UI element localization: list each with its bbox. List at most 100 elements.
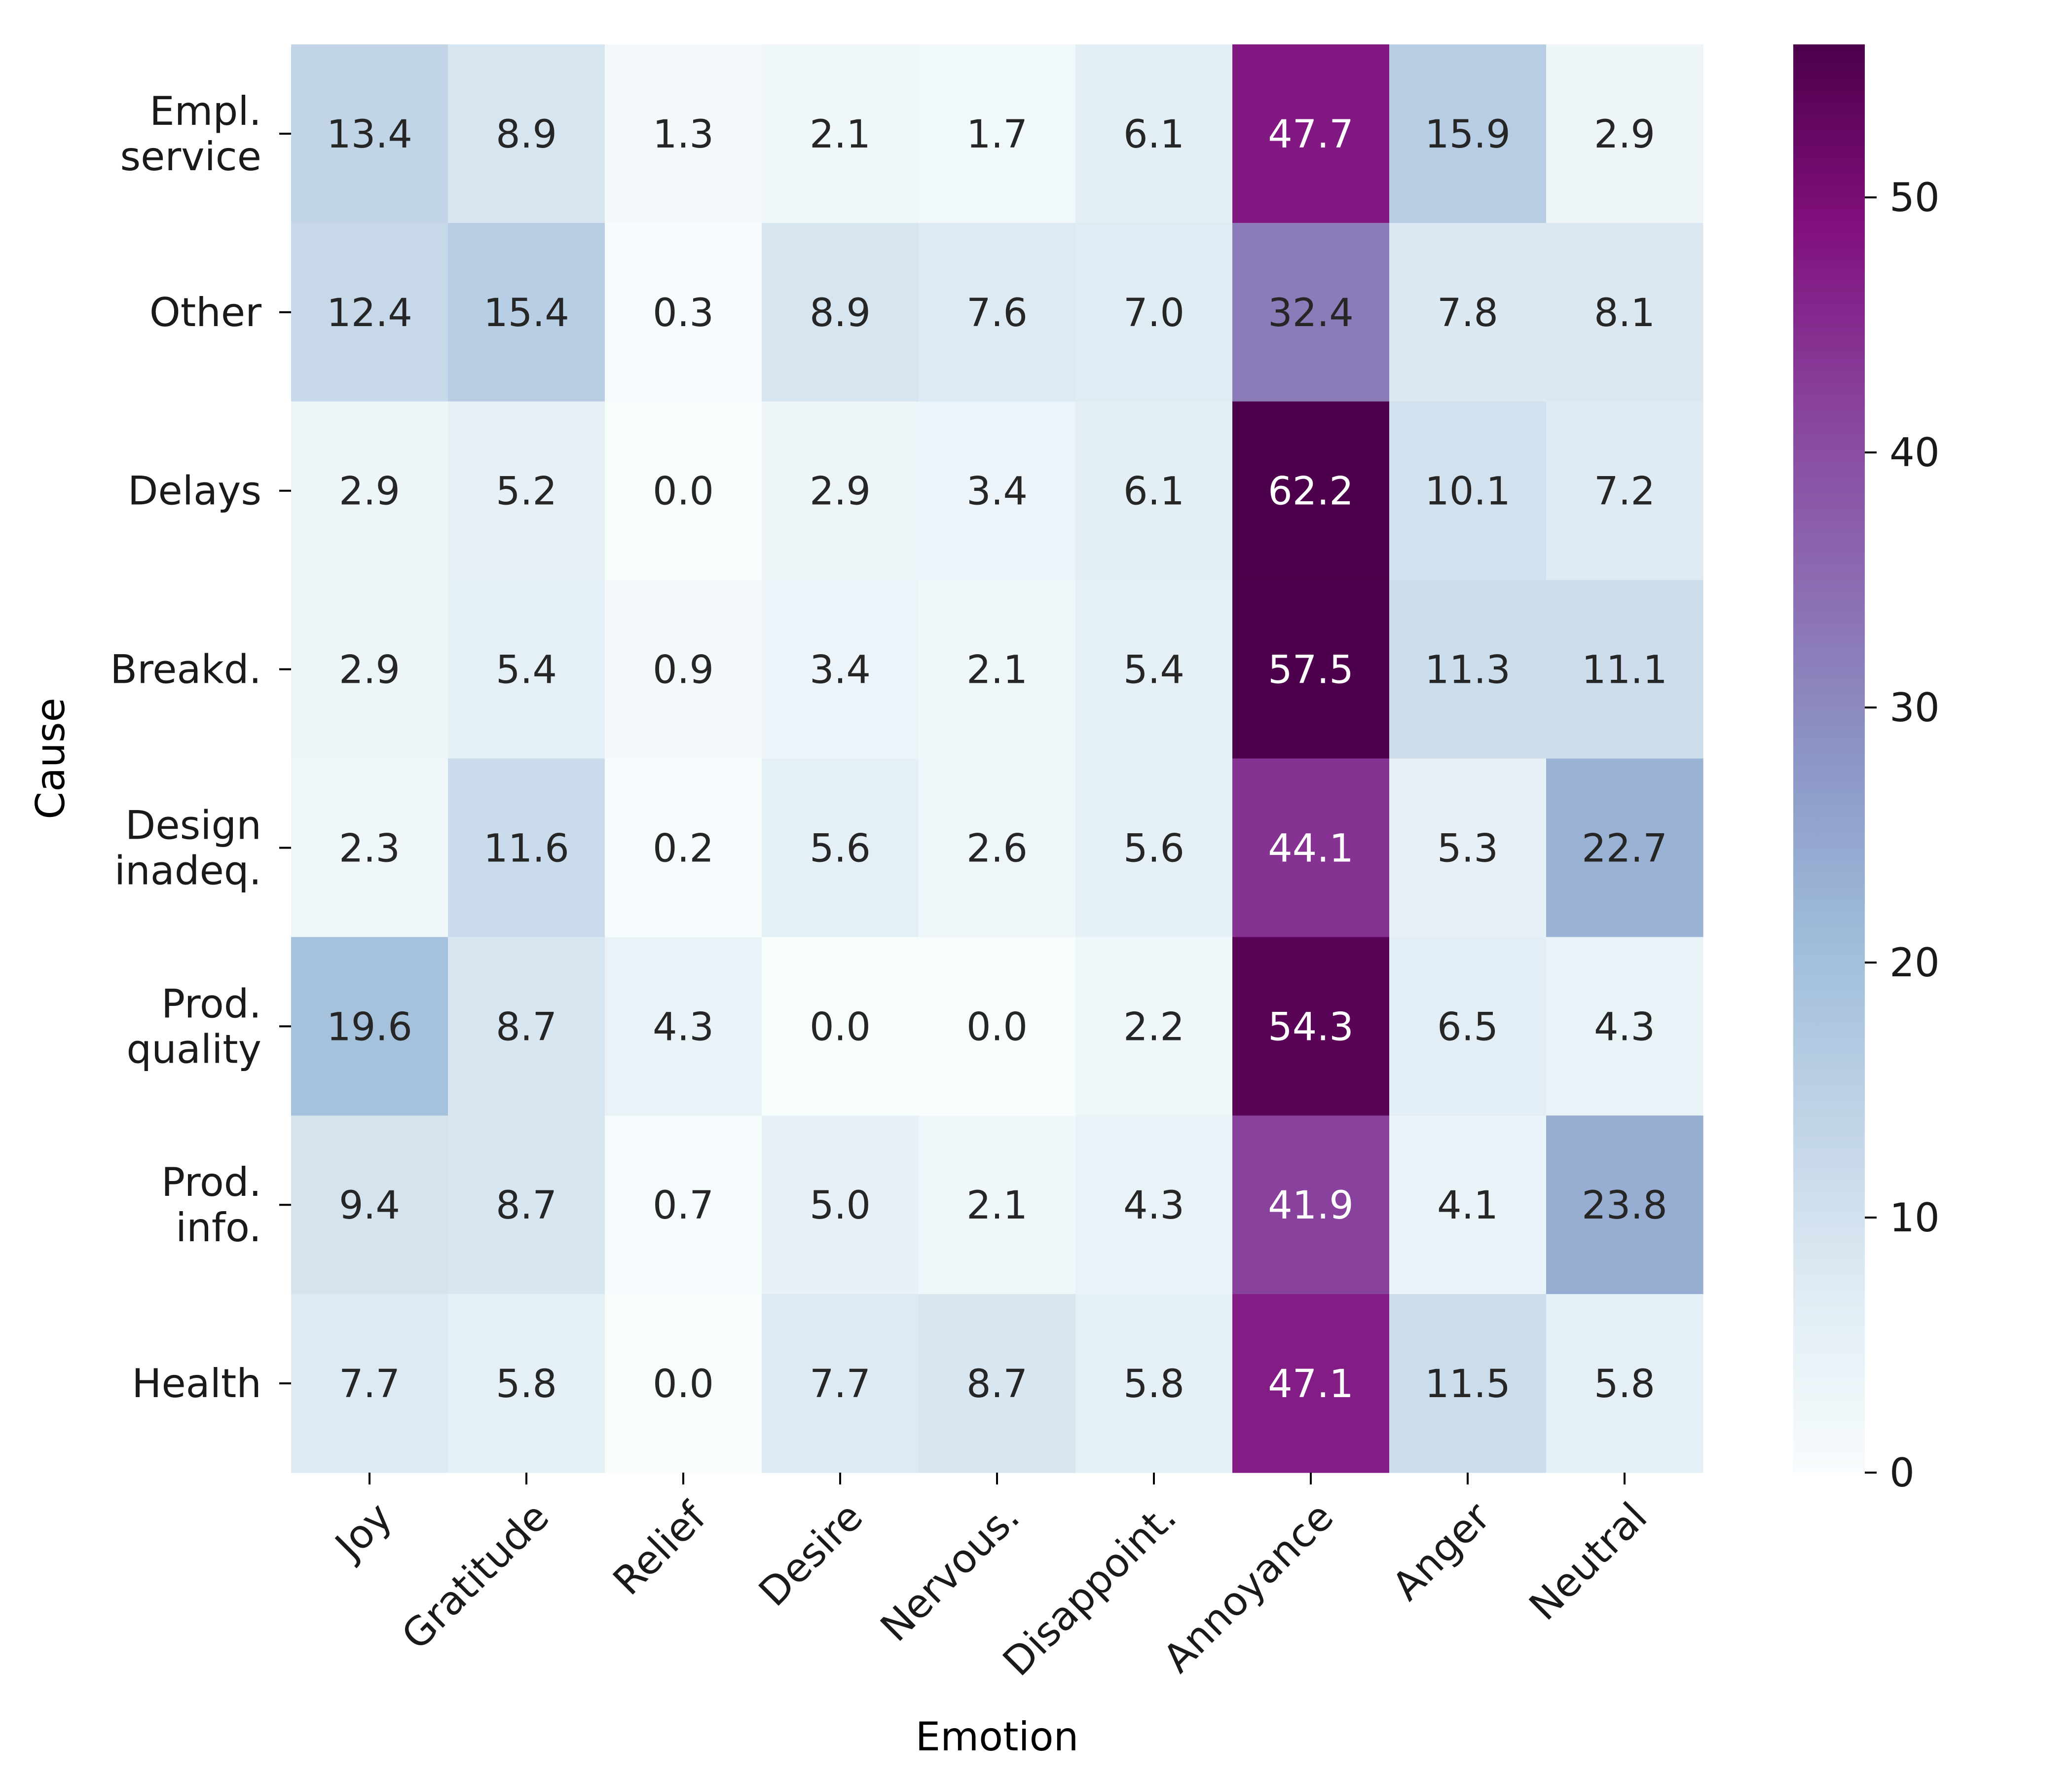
heatmap-cell <box>605 758 762 937</box>
cell-value-label: 5.4 <box>1123 648 1184 693</box>
heatmap-cell <box>919 758 1076 937</box>
heatmap-cell <box>1389 1115 1547 1295</box>
y-tick-label: Other <box>149 290 261 335</box>
cell-value-label: 19.6 <box>327 1005 412 1049</box>
heatmap-cell <box>762 44 919 223</box>
heatmap-cell <box>605 1294 762 1473</box>
cell-value-label: 7.7 <box>810 1362 871 1406</box>
heatmap-cell <box>448 401 605 581</box>
cell-value-label: 7.8 <box>1437 291 1498 335</box>
cell-value-label: 5.6 <box>810 826 871 871</box>
heatmap-cells <box>291 44 1703 1473</box>
x-tick-label: Gratitude <box>393 1494 557 1659</box>
cell-value-label: 3.4 <box>810 648 871 693</box>
cell-value-label: 4.3 <box>1123 1184 1184 1228</box>
heatmap-cell <box>1075 1294 1233 1473</box>
heatmap-cell <box>291 1294 448 1473</box>
heatmap-cell <box>448 1115 605 1295</box>
heatmap-cell <box>1546 44 1703 223</box>
cell-value-label: 9.4 <box>339 1184 400 1228</box>
heatmap-cell <box>448 222 605 402</box>
cell-value-label: 7.0 <box>1123 291 1184 335</box>
y-tick-label: Delays <box>128 468 261 514</box>
x-tick-label: Joy <box>325 1494 401 1570</box>
cell-value-label: 15.4 <box>483 291 569 335</box>
cell-value-label: 2.1 <box>966 1184 1028 1228</box>
heatmap-cell <box>1546 758 1703 937</box>
heatmap-cell <box>1389 222 1547 402</box>
cell-value-label: 5.0 <box>810 1184 871 1228</box>
y-tick-label: Design inadeq. <box>114 802 261 893</box>
cell-value-label: 1.3 <box>653 112 714 157</box>
cell-value-label: 0.0 <box>966 1005 1028 1049</box>
x-tick-label: Nervous. <box>872 1494 1029 1651</box>
cell-value-label: 6.1 <box>1123 470 1184 514</box>
heatmap-cell <box>919 1115 1076 1295</box>
cell-value-label: 47.7 <box>1268 112 1354 157</box>
heatmap-cell <box>1232 1294 1390 1473</box>
heatmap-cell <box>605 580 762 759</box>
heatmap-cell <box>448 1294 605 1473</box>
heatmap-cell <box>1075 937 1233 1116</box>
x-tick-label: Neutral <box>1520 1494 1656 1629</box>
cell-value-label: 57.5 <box>1268 648 1354 693</box>
cell-value-label: 13.4 <box>327 112 412 157</box>
heatmap-cell <box>1232 937 1390 1116</box>
heatmap-cell <box>1232 222 1390 402</box>
x-tick-label: Anger <box>1383 1494 1499 1609</box>
heatmap-cell <box>291 937 448 1116</box>
heatmap-cell <box>448 937 605 1116</box>
heatmap-cell <box>919 580 1076 759</box>
heatmap-cell <box>605 1115 762 1295</box>
cell-value-label: 2.1 <box>810 112 871 157</box>
cell-value-label: 2.1 <box>966 648 1028 693</box>
heatmap-cell <box>1232 758 1390 937</box>
cell-value-label: 2.9 <box>810 470 871 514</box>
heatmap-cell <box>1389 1294 1547 1473</box>
heatmap-cell <box>762 1115 919 1295</box>
cell-value-label: 8.7 <box>966 1362 1028 1406</box>
heatmap-cell <box>1389 937 1547 1116</box>
heatmap-cell <box>448 580 605 759</box>
heatmap-cell <box>1075 44 1233 223</box>
cell-value-label: 5.6 <box>1123 826 1184 871</box>
cell-value-label: 15.9 <box>1425 112 1511 157</box>
cell-value-label: 8.9 <box>496 112 557 157</box>
cell-value-label: 8.9 <box>810 291 871 335</box>
x-tick-label: Desire <box>750 1494 871 1615</box>
heatmap-cell <box>762 937 919 1116</box>
cell-value-label: 12.4 <box>327 291 412 335</box>
y-tick-label: Empl. service <box>120 88 261 180</box>
cell-value-label: 23.8 <box>1582 1184 1667 1228</box>
heatmap-cell <box>291 222 448 402</box>
y-tick-label: Prod. info. <box>161 1159 261 1251</box>
cell-value-label: 2.2 <box>1123 1005 1184 1049</box>
heatmap-cell <box>1075 222 1233 402</box>
cell-value-label: 5.8 <box>496 1362 557 1406</box>
heatmap-cell <box>605 401 762 581</box>
colorbar-tick-label: 0 <box>1889 1450 1915 1496</box>
cell-value-label: 8.7 <box>496 1184 557 1228</box>
cell-value-label: 4.3 <box>653 1005 714 1049</box>
cell-value-label: 3.4 <box>966 470 1028 514</box>
cell-value-label: 2.9 <box>1594 112 1655 157</box>
cell-value-label: 1.7 <box>966 112 1028 157</box>
heatmap-cell <box>1075 1115 1233 1295</box>
y-tick-label: Health <box>132 1361 261 1406</box>
cell-value-label: 11.1 <box>1582 648 1667 693</box>
heatmap-cell <box>1232 580 1390 759</box>
colorbar-tick-label: 10 <box>1889 1195 1940 1241</box>
heatmap-cell <box>1075 580 1233 759</box>
colorbar-tick-label: 40 <box>1889 430 1940 476</box>
heatmap-cell <box>1389 758 1547 937</box>
heatmap-cell <box>762 401 919 581</box>
heatmap-cell <box>1389 401 1547 581</box>
cell-value-label: 0.0 <box>653 470 714 514</box>
heatmap-cell <box>1546 401 1703 581</box>
heatmap-cell <box>291 580 448 759</box>
cell-value-label: 2.9 <box>339 648 400 693</box>
cell-value-label: 5.8 <box>1594 1362 1655 1406</box>
heatmap-cell <box>1546 580 1703 759</box>
heatmap-cell <box>1546 222 1703 402</box>
